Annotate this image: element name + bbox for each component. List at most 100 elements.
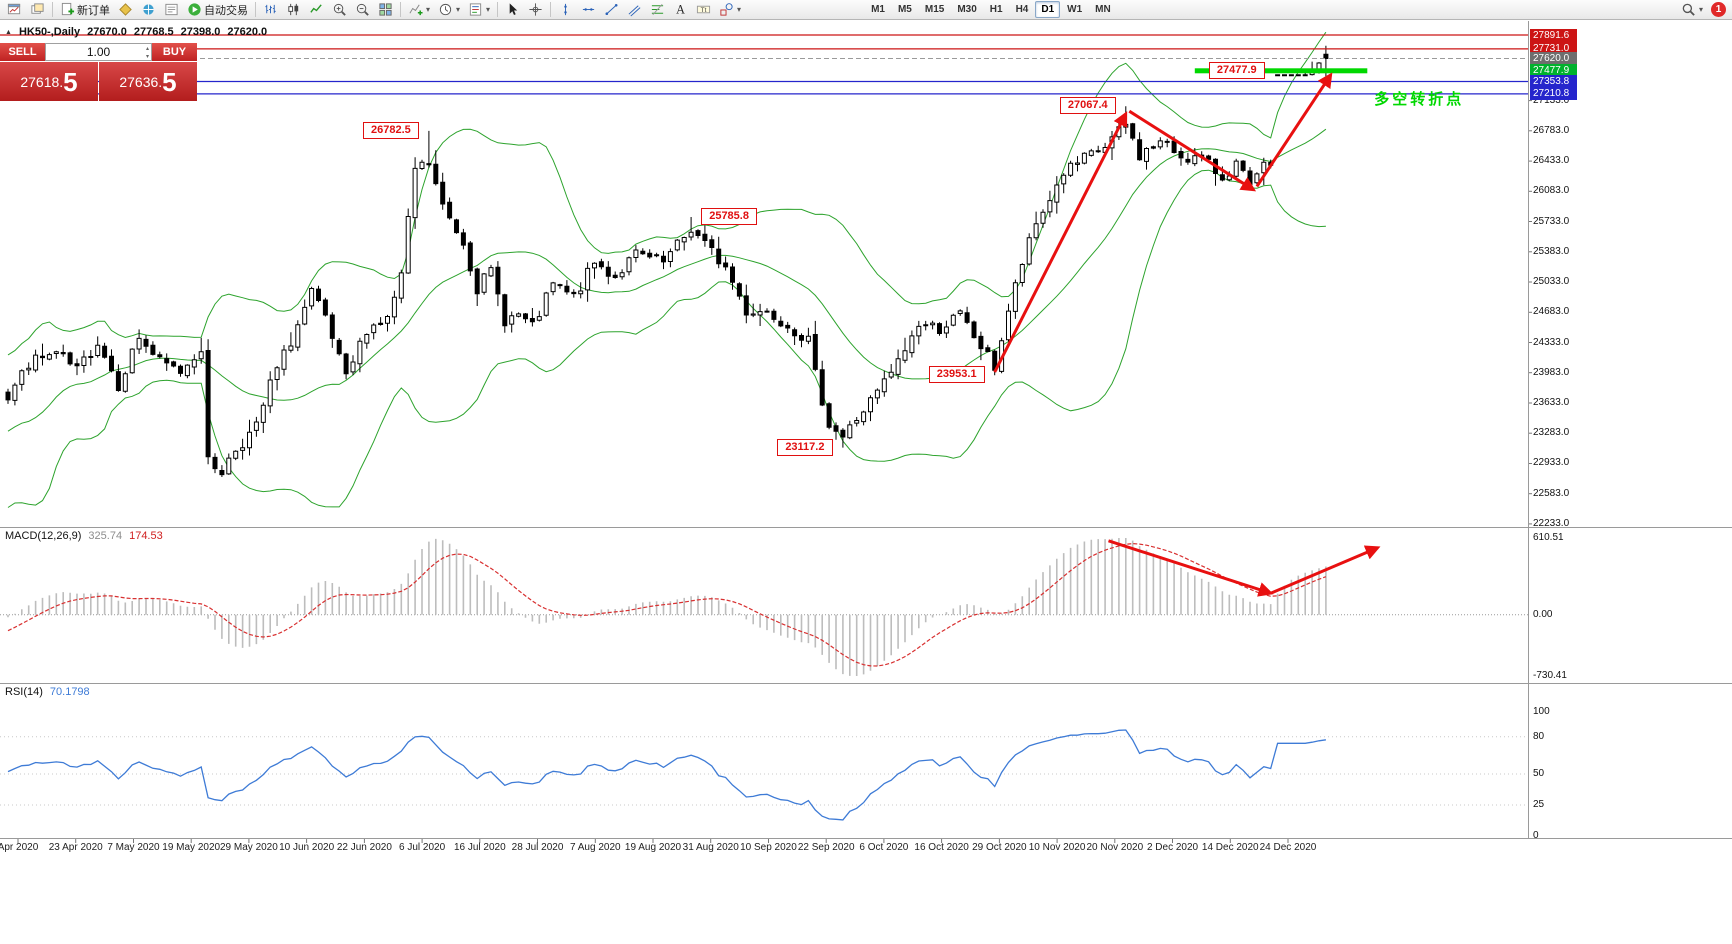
- new-order-button[interactable]: 新订单: [56, 1, 114, 19]
- date-label: 31 Aug 2020: [682, 842, 739, 853]
- volume-increase-button[interactable]: ▴: [145, 46, 149, 52]
- timeframe-group: M1 M5 M15 M30 H1 H4 D1 W1 MN: [865, 1, 1117, 18]
- price-scale-label: 25033.0: [1533, 276, 1570, 288]
- panel-separator-macd[interactable]: [0, 527, 1732, 528]
- macd-trend-arrow[interactable]: [1270, 545, 1381, 595]
- timeframe-d1-button[interactable]: D1: [1035, 1, 1061, 18]
- macd-trend-arrow[interactable]: [1108, 539, 1274, 597]
- price-annotation-26782.5[interactable]: 26782.5: [362, 121, 419, 139]
- trend-arrow[interactable]: [1128, 109, 1257, 192]
- price-scale-label: 26083.0: [1533, 185, 1570, 197]
- macd-signal-value: 174.53: [129, 530, 163, 542]
- date-label: 7 Aug 2020: [569, 842, 621, 853]
- fibo-icon: [650, 2, 665, 17]
- timeframe-m5-button[interactable]: M5: [897, 4, 912, 15]
- macd-signal-line: [7, 542, 1327, 667]
- macd-scale-label: 0.00: [1533, 608, 1553, 620]
- search-icon: [1681, 2, 1696, 17]
- one-click-collapse-arrow[interactable]: ▲: [5, 28, 12, 36]
- date-label: 16 Jul 2020: [453, 842, 506, 853]
- volume-input[interactable]: 1.00 ▴ ▾: [45, 43, 152, 61]
- metaeditor-button[interactable]: [114, 1, 137, 19]
- ask-price[interactable]: 27636. 5: [99, 62, 197, 101]
- data-window-button[interactable]: [160, 1, 183, 19]
- bollinger-middle-band: [7, 128, 1327, 432]
- macd-histogram: [7, 538, 1327, 676]
- trendline-button[interactable]: [600, 1, 623, 19]
- indicators-button[interactable]: ▾: [404, 1, 434, 19]
- buy-button[interactable]: BUY: [152, 43, 197, 61]
- sell-button[interactable]: SELL: [0, 43, 45, 61]
- close-value: 27620.0: [227, 26, 268, 38]
- trend-arrow[interactable]: [993, 111, 1128, 373]
- price-annotation-23953.1[interactable]: 23953.1: [928, 366, 985, 384]
- notification-badge[interactable]: 1: [1711, 2, 1726, 17]
- cursor-button[interactable]: [501, 1, 524, 19]
- price-annotation-27067.4[interactable]: 27067.4: [1059, 97, 1116, 115]
- pivot-text[interactable]: 多空转折点: [1374, 90, 1465, 108]
- toolbar-separator: [52, 2, 53, 17]
- list-window-icon: [164, 2, 179, 17]
- bull-candles: [12, 62, 1322, 475]
- channel-icon: [627, 2, 642, 17]
- one-click-trading-panel: SELL 1.00 ▴ ▾ BUY 27618. 5 2: [0, 43, 197, 101]
- fibonacci-button[interactable]: [646, 1, 669, 19]
- templates-button[interactable]: ▾: [464, 1, 494, 19]
- crosshair-button[interactable]: [524, 1, 547, 19]
- autotrading-button[interactable]: 自动交易: [183, 1, 252, 19]
- timeframe-m15-button[interactable]: M15: [924, 4, 945, 15]
- date-label: 19 May 2020: [162, 842, 221, 853]
- main-toolbar: 新订单 自动交易 ▾ ▾ ▾ A Tt ▾ M1 M5 M15 M30 H1 H4 D1 W1 MN ▾ 1: [0, 0, 1732, 20]
- trendline-icon: [604, 2, 619, 17]
- date-label: 10 Nov 2020: [1028, 842, 1086, 853]
- profiles-button[interactable]: [26, 1, 49, 19]
- timeframe-m1-button[interactable]: M1: [871, 4, 885, 15]
- price-annotation-23117.2[interactable]: 23117.2: [776, 438, 833, 456]
- zoom-in-button[interactable]: [328, 1, 351, 19]
- bid-price[interactable]: 27618. 5: [0, 62, 98, 101]
- market-watch-button[interactable]: [137, 1, 160, 19]
- periods-button[interactable]: ▾: [434, 1, 464, 19]
- rsi-scale-label: 25: [1533, 799, 1545, 810]
- price-scale-label: 25733.0: [1533, 215, 1570, 227]
- date-label: 6 Jul 2020: [399, 842, 446, 853]
- vertical-line-button[interactable]: [554, 1, 577, 19]
- chart-line-button[interactable]: [305, 1, 328, 19]
- dropdown-caret-icon: ▾: [486, 5, 491, 14]
- chart-bars-button[interactable]: [259, 1, 282, 19]
- candles-icon: [286, 2, 301, 17]
- new-chart-button[interactable]: [3, 1, 26, 19]
- tile-windows-button[interactable]: [374, 1, 397, 19]
- trend-arrow[interactable]: [1255, 72, 1333, 188]
- grid-icon: [378, 2, 393, 17]
- date-label: 29 Oct 2020: [972, 842, 1027, 853]
- text-button[interactable]: A: [669, 1, 692, 19]
- svg-text:Tt: Tt: [701, 7, 707, 14]
- high-value: 27768.5: [133, 26, 174, 38]
- timeframe-mn-button[interactable]: MN: [1095, 4, 1111, 15]
- timeframe-h4-button[interactable]: H4: [1015, 4, 1029, 15]
- hline-icon: [581, 2, 596, 17]
- channel-button[interactable]: [623, 1, 646, 19]
- zoom-out-button[interactable]: [351, 1, 374, 19]
- horizontal-line-button[interactable]: [577, 1, 600, 19]
- text-label-button[interactable]: Tt: [692, 1, 715, 19]
- search-button[interactable]: ▾: [1677, 1, 1707, 19]
- panel-separator-rsi[interactable]: [0, 683, 1732, 684]
- support-line-object[interactable]: [1194, 68, 1368, 74]
- timeframe-h1-button[interactable]: H1: [989, 4, 1003, 15]
- bollinger-upper-band: [7, 31, 1327, 356]
- timeframe-m30-button[interactable]: M30: [957, 4, 977, 15]
- template-icon: [468, 2, 483, 17]
- svg-text:A: A: [676, 3, 685, 17]
- price-annotation-25785.8[interactable]: 25785.8: [701, 207, 758, 225]
- timeframe-w1-button[interactable]: W1: [1067, 4, 1083, 15]
- price-scale-label: 22933.0: [1533, 457, 1570, 469]
- toolbar-separator: [400, 2, 401, 17]
- support-line-label[interactable]: 27477.9: [1208, 61, 1265, 79]
- volume-decrease-button[interactable]: ▾: [145, 54, 149, 60]
- chart-candles-button[interactable]: [282, 1, 305, 19]
- arrows-shapes-button[interactable]: ▾: [715, 1, 745, 19]
- chart-plus-icon: [7, 2, 22, 17]
